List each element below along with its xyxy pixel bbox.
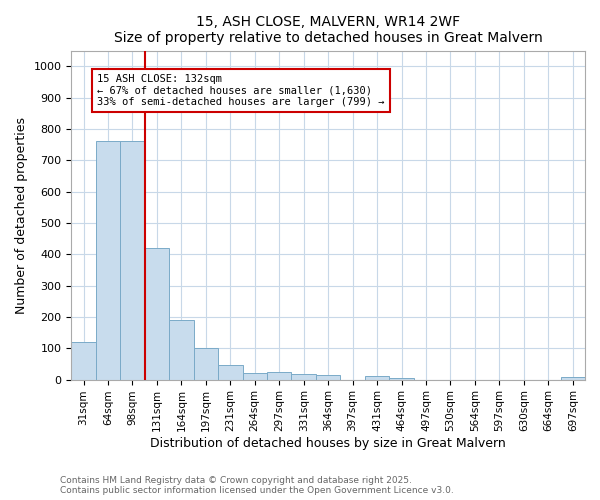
Bar xyxy=(365,376,389,380)
Bar xyxy=(218,366,242,380)
X-axis label: Distribution of detached houses by size in Great Malvern: Distribution of detached houses by size … xyxy=(150,437,506,450)
Bar xyxy=(120,142,145,380)
Bar xyxy=(267,372,292,380)
Bar xyxy=(96,142,120,380)
Bar xyxy=(316,375,340,380)
Bar xyxy=(292,374,316,380)
Bar xyxy=(169,320,194,380)
Title: 15, ASH CLOSE, MALVERN, WR14 2WF
Size of property relative to detached houses in: 15, ASH CLOSE, MALVERN, WR14 2WF Size of… xyxy=(114,15,542,45)
Bar xyxy=(242,372,267,380)
Bar xyxy=(560,377,585,380)
Bar xyxy=(389,378,414,380)
Bar xyxy=(145,248,169,380)
Text: 15 ASH CLOSE: 132sqm
← 67% of detached houses are smaller (1,630)
33% of semi-de: 15 ASH CLOSE: 132sqm ← 67% of detached h… xyxy=(97,74,385,107)
Y-axis label: Number of detached properties: Number of detached properties xyxy=(15,116,28,314)
Bar xyxy=(194,348,218,380)
Bar xyxy=(71,342,96,380)
Text: Contains HM Land Registry data © Crown copyright and database right 2025.
Contai: Contains HM Land Registry data © Crown c… xyxy=(60,476,454,495)
